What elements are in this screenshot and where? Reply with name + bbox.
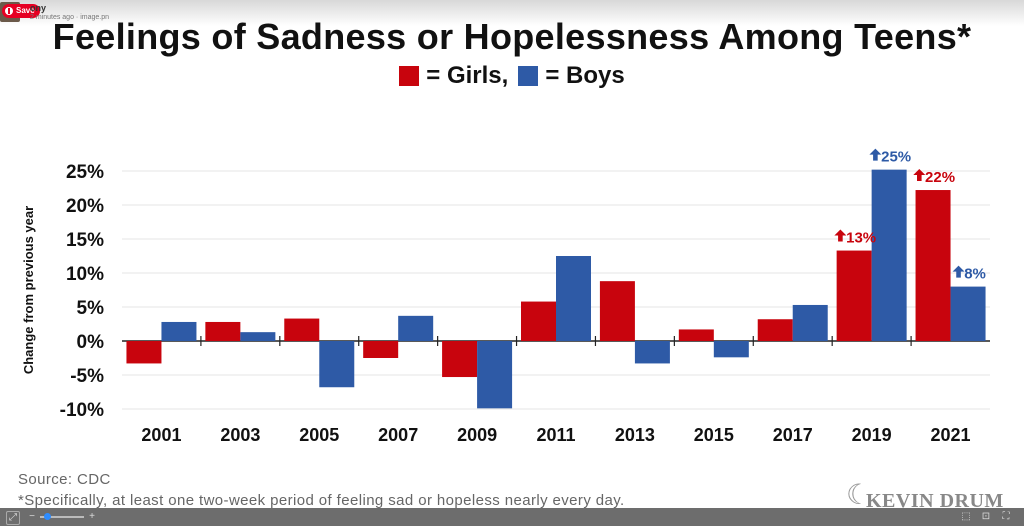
bar-boys-2007 — [398, 315, 434, 341]
post-meta: 2 minutes ago · image.pn — [30, 14, 109, 21]
y-tick-label: 15% — [66, 230, 104, 251]
up-arrow-icon — [834, 229, 847, 242]
bar-girls-2011 — [521, 301, 556, 341]
chart-title: Feelings of Sadness or Hopelessness Amon… — [52, 16, 972, 57]
data-label: 22% — [925, 169, 955, 186]
legend-label-boys: = Boys — [545, 62, 625, 89]
fullscreen-icon[interactable]: ⛶ — [1002, 511, 1010, 522]
data-label: 25% — [881, 149, 911, 166]
y-tick-label: 25% — [66, 162, 104, 183]
bar-girls-2009 — [442, 341, 478, 378]
pin-icon — [5, 7, 13, 15]
kevin-drum-logo: ☾ KEVIN DRUM — [846, 476, 1006, 514]
x-tick-label: 2001 — [141, 425, 181, 445]
zoom-toolbar: ⤢ − + ⬚ ⊡ ⛶ — [0, 508, 1024, 526]
x-tick-label: 2009 — [457, 425, 497, 445]
x-tick-label: 2011 — [536, 425, 575, 445]
legend: = Girls, = Boys — [0, 62, 1024, 90]
up-arrow-icon — [869, 148, 882, 161]
bar-boys-2013 — [634, 341, 670, 364]
bar-girls-2003 — [205, 321, 241, 341]
user-name[interactable]: ony — [30, 3, 47, 13]
bar-boys-2015 — [713, 341, 749, 358]
bar-girls-2015 — [678, 329, 714, 341]
bar-girls-2007 — [363, 341, 399, 358]
data-label: 13% — [846, 230, 876, 247]
bar-girls-2001 — [126, 341, 162, 364]
x-tick-label: 2013 — [615, 425, 655, 445]
bar-boys-2009 — [477, 341, 513, 409]
x-tick-label: 2015 — [694, 425, 734, 445]
y-tick-label: 0% — [77, 332, 105, 353]
bar-girls-2005 — [284, 318, 320, 341]
pin-header-bar: Save ony 2 minutes ago · image.pn — [0, 0, 1024, 26]
bar-girls-2019 — [836, 250, 872, 341]
zoom-slider-handle[interactable] — [44, 513, 51, 520]
share-icon[interactable]: ⬚ — [961, 511, 971, 522]
bar-boys-2001 — [161, 321, 197, 341]
up-arrow-icon — [913, 169, 926, 182]
bar-girls-2017 — [757, 319, 793, 341]
source-note: Source: CDC — [18, 471, 111, 488]
save-button-label: Save — [16, 6, 35, 15]
zoom-slider[interactable] — [40, 516, 84, 518]
up-arrow-icon — [952, 265, 965, 278]
data-label: 8% — [964, 266, 986, 283]
y-tick-label: -10% — [60, 400, 104, 421]
y-tick-label: -5% — [70, 366, 104, 387]
legend-swatch-girls — [399, 66, 420, 86]
bar-girls-2021 — [915, 190, 951, 341]
bar-girls-2013 — [599, 281, 635, 341]
y-tick-label: 20% — [66, 196, 104, 217]
footnote: *Specifically, at least one two-week per… — [18, 492, 625, 509]
x-tick-label: 2003 — [220, 425, 260, 445]
y-axis-label: Change from previous year — [21, 206, 36, 374]
bar-boys-2017 — [792, 304, 828, 341]
legend-swatch-boys — [518, 66, 539, 86]
x-tick-label: 2007 — [378, 425, 418, 445]
x-tick-label: 2017 — [773, 425, 813, 445]
expand-icon[interactable]: ⤢ — [6, 511, 20, 525]
x-tick-label: 2005 — [299, 425, 339, 445]
zoom-in-button[interactable]: + — [89, 511, 95, 522]
cat-icon: ☾ — [846, 479, 872, 510]
bar-boys-2003 — [240, 332, 276, 341]
crop-icon[interactable]: ⊡ — [981, 511, 991, 522]
logo-text: KEVIN DRUM — [866, 490, 1004, 512]
x-tick-label: 2021 — [931, 425, 971, 445]
bar-boys-2005 — [319, 341, 355, 388]
y-tick-label: 5% — [77, 298, 105, 319]
x-tick-label: 2019 — [852, 425, 892, 445]
y-tick-label: 10% — [66, 264, 104, 285]
legend-label-girls: = Girls, — [426, 62, 509, 89]
save-button[interactable]: Save — [2, 4, 40, 18]
bar-boys-2021 — [950, 286, 986, 341]
bar-boys-2019 — [871, 169, 907, 341]
bar-boys-2011 — [556, 256, 591, 341]
zoom-out-button[interactable]: − — [29, 511, 35, 522]
